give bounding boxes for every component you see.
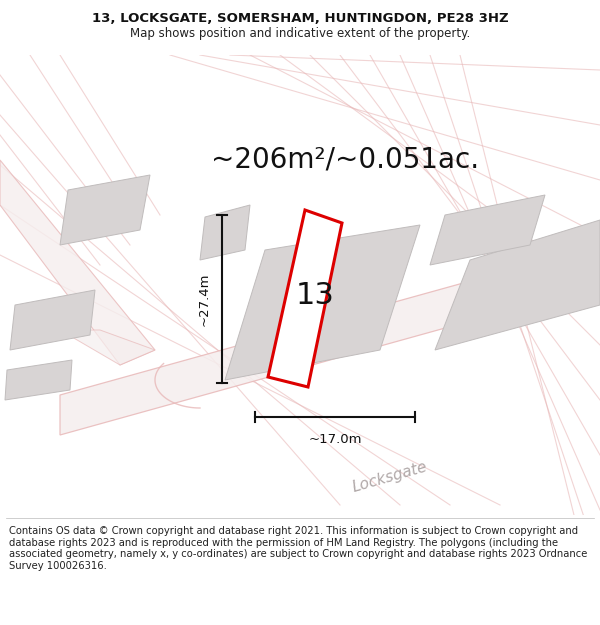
Polygon shape xyxy=(10,290,95,350)
Text: ~27.4m: ~27.4m xyxy=(197,272,211,326)
Text: Contains OS data © Crown copyright and database right 2021. This information is : Contains OS data © Crown copyright and d… xyxy=(9,526,587,571)
Text: 13: 13 xyxy=(296,281,334,309)
Polygon shape xyxy=(430,195,545,265)
Polygon shape xyxy=(225,225,420,380)
Polygon shape xyxy=(200,205,250,260)
Polygon shape xyxy=(60,245,600,435)
Text: ~206m²/~0.051ac.: ~206m²/~0.051ac. xyxy=(211,146,479,174)
Polygon shape xyxy=(60,175,150,245)
Text: Locksgate: Locksgate xyxy=(350,459,430,495)
Polygon shape xyxy=(435,220,600,350)
Text: 13, LOCKSGATE, SOMERSHAM, HUNTINGDON, PE28 3HZ: 13, LOCKSGATE, SOMERSHAM, HUNTINGDON, PE… xyxy=(92,12,508,25)
Text: Map shows position and indicative extent of the property.: Map shows position and indicative extent… xyxy=(130,27,470,39)
Text: ~17.0m: ~17.0m xyxy=(308,433,362,446)
Polygon shape xyxy=(268,210,342,387)
Polygon shape xyxy=(5,360,72,400)
Polygon shape xyxy=(0,160,155,365)
Polygon shape xyxy=(60,330,155,365)
